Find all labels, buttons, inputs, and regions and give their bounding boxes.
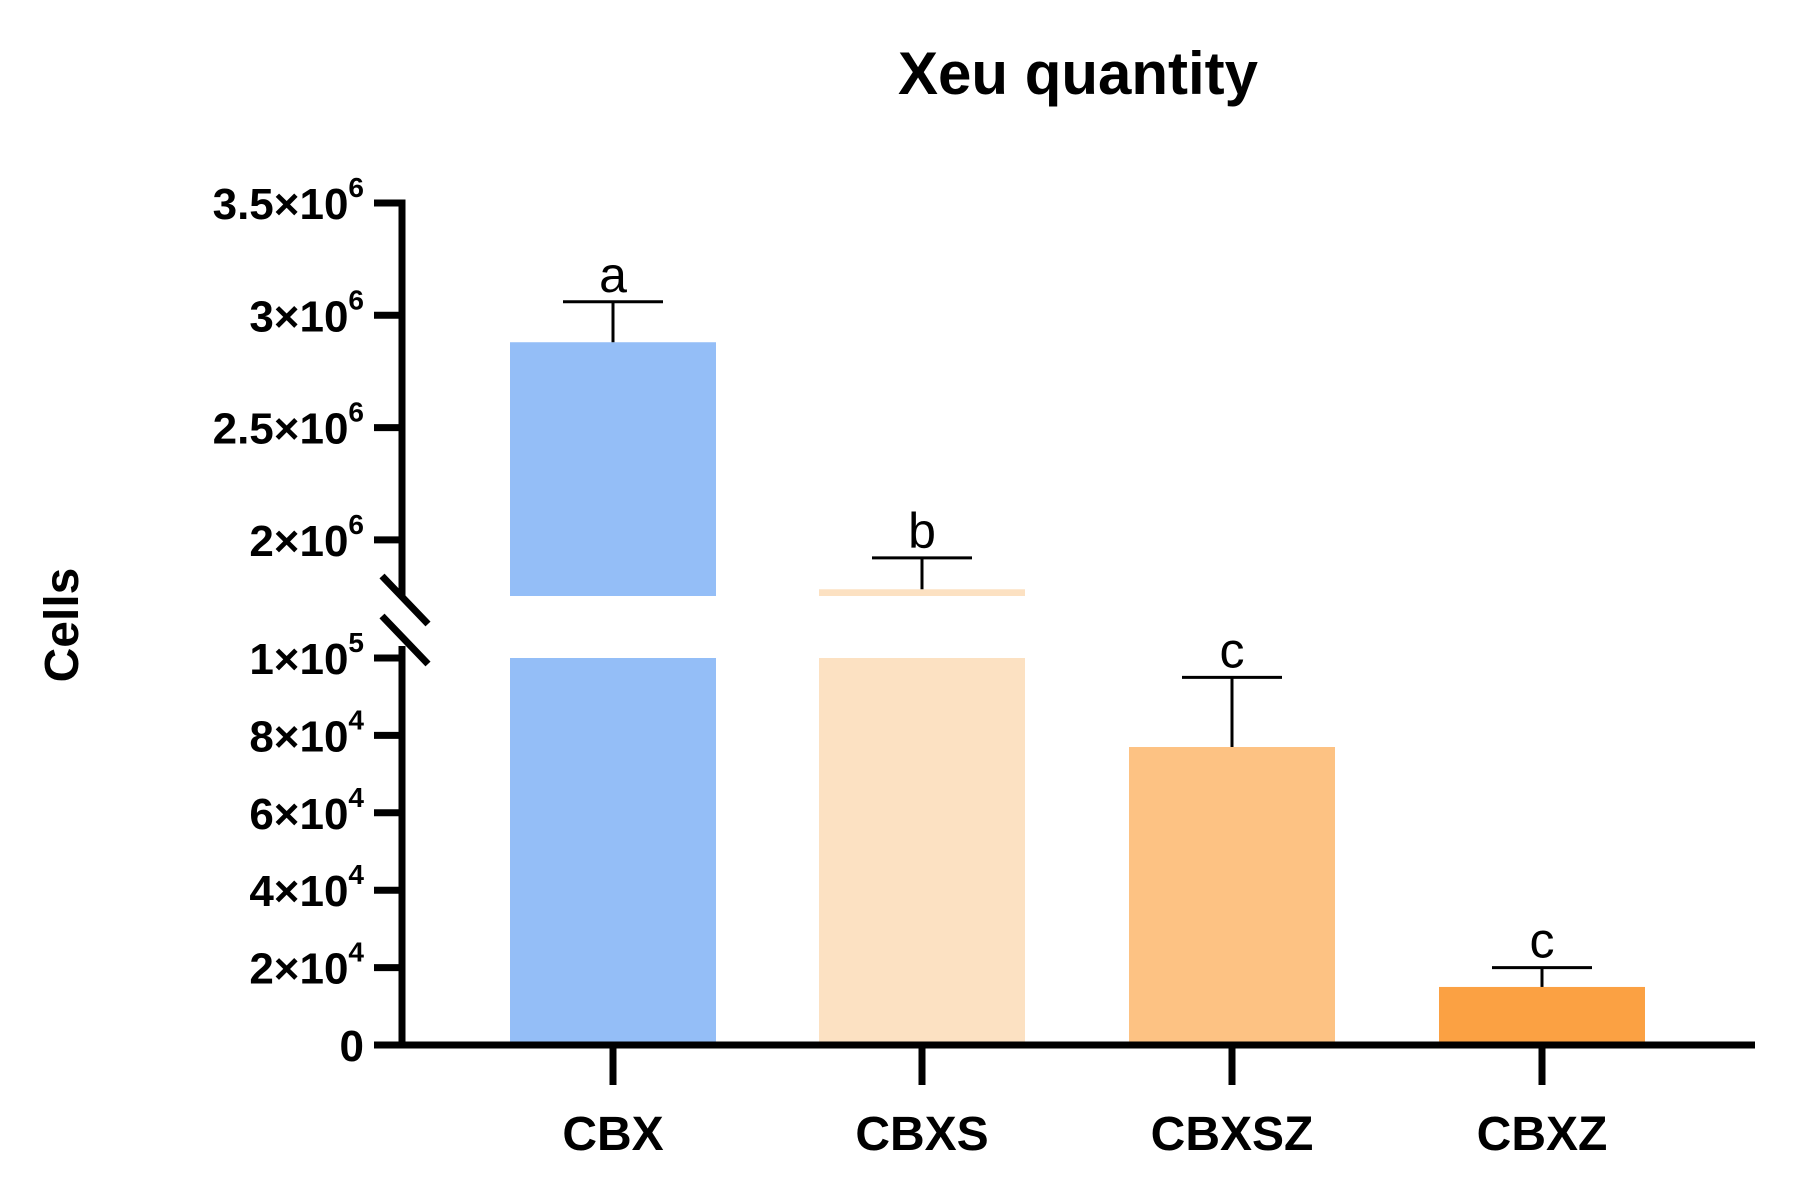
bar-cbxsz	[1129, 747, 1335, 1045]
x-tick-label-cbx: CBX	[562, 1108, 663, 1161]
y-axis-label: Cells	[36, 568, 89, 683]
y-tick-label-lower-4: 8×104	[249, 704, 364, 761]
axis-break-mark-upper	[379, 573, 431, 627]
y-tick-label-lower-2: 4×104	[249, 859, 364, 916]
y-tick-label-lower-1: 2×104	[249, 937, 364, 994]
significance-label-cbx: a	[599, 247, 627, 303]
y-tick-label-upper-1: 2.5×106	[213, 397, 364, 454]
x-tick-label-cbxz: CBXZ	[1477, 1108, 1608, 1161]
significance-label-cbxz: c	[1530, 913, 1555, 969]
significance-label-cbxs: b	[908, 503, 936, 559]
axis-break-mark-lower	[379, 613, 431, 667]
x-tick-label-cbxsz: CBXSZ	[1151, 1108, 1314, 1161]
y-tick-label-upper-3: 3.5×106	[213, 172, 364, 229]
plot-area: a b c c 0 2×104 4×104 6×104 8×104 1×105 2×106 2.5×1…	[213, 172, 1755, 1161]
y-tick-label-lower-3: 6×104	[249, 782, 364, 839]
y-tick-label-upper-0: 2×106	[249, 509, 364, 566]
y-tick-label-upper-2: 3×106	[249, 284, 364, 341]
bar-cbxs-upper	[819, 589, 1025, 596]
y-tick-label-lower-0: 0	[340, 1022, 364, 1071]
y-tick-label-lower-5: 1×105	[249, 627, 364, 684]
chart-title: Xeu quantity	[898, 40, 1259, 107]
bar-cbx-upper	[510, 342, 716, 596]
bar-cbx-lower	[510, 658, 716, 1045]
significance-label-cbxsz: c	[1220, 622, 1245, 678]
x-tick-label-cbxs: CBXS	[855, 1108, 988, 1161]
bar-cbxs-lower	[819, 658, 1025, 1045]
bar-cbxz	[1439, 986, 1645, 1045]
